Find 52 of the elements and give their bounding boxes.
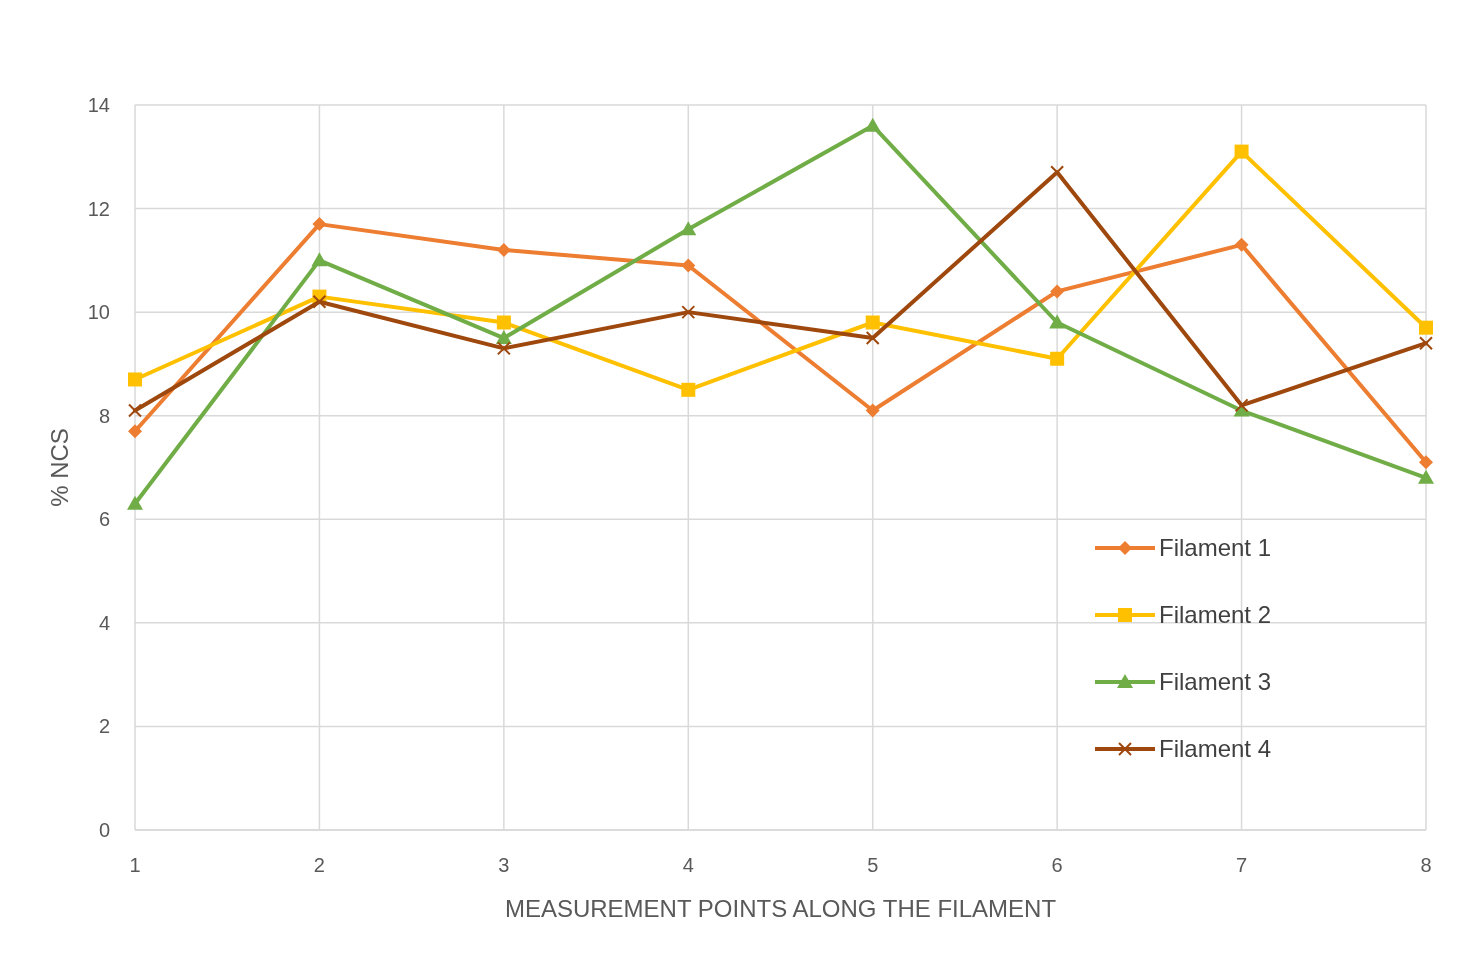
x-axis-title: MEASUREMENT POINTS ALONG THE FILAMENT xyxy=(504,895,1057,922)
x-tick-label: 5 xyxy=(867,854,879,876)
y-tick-label: 2 xyxy=(98,715,110,738)
y-tick-label: 4 xyxy=(98,611,110,634)
point xyxy=(1419,455,1433,470)
x-tick-label: 6 xyxy=(1051,854,1063,876)
point xyxy=(1234,398,1249,413)
point xyxy=(1419,320,1433,335)
point xyxy=(1050,284,1065,299)
point xyxy=(1050,165,1065,180)
point xyxy=(865,403,880,418)
point xyxy=(496,243,511,257)
x-tick-label: 7 xyxy=(1236,854,1248,876)
x-tick-label: 3 xyxy=(498,854,510,876)
point xyxy=(680,221,697,236)
point xyxy=(128,403,142,418)
legend-label: Filament 4 xyxy=(1159,735,1272,763)
legend-label: Filament 2 xyxy=(1159,601,1272,629)
point xyxy=(681,305,696,320)
y-tick-label: 6 xyxy=(98,508,110,531)
y-tick-label: 10 xyxy=(87,301,110,324)
point xyxy=(312,294,327,309)
point xyxy=(127,495,143,510)
point xyxy=(1418,469,1434,484)
point xyxy=(128,372,142,387)
point xyxy=(1234,144,1249,159)
y-tick-label: 14 xyxy=(87,94,110,116)
point xyxy=(865,315,880,330)
point xyxy=(496,341,511,356)
point xyxy=(1049,314,1066,329)
point xyxy=(681,258,696,273)
point xyxy=(865,331,880,346)
point xyxy=(496,315,511,330)
x-tick-label: 1 xyxy=(129,854,141,876)
legend-label: Filament 1 xyxy=(1159,534,1272,562)
point xyxy=(495,330,512,345)
point xyxy=(864,117,881,132)
x-tick-label: 8 xyxy=(1420,854,1432,876)
x-tick-label: 4 xyxy=(682,854,694,876)
point xyxy=(681,382,696,397)
point xyxy=(311,252,328,267)
y-tick-label: 8 xyxy=(98,404,110,427)
point xyxy=(1419,336,1433,351)
y-tick-label: 12 xyxy=(87,197,110,220)
legend-label: Filament 3 xyxy=(1159,668,1272,696)
point xyxy=(312,217,327,232)
x-tick-label: 2 xyxy=(313,854,325,876)
y-axis-title: % NCS xyxy=(46,428,73,507)
y-tick-label: 0 xyxy=(98,819,110,841)
point xyxy=(128,424,142,439)
point xyxy=(1050,351,1065,366)
point xyxy=(1234,237,1249,252)
